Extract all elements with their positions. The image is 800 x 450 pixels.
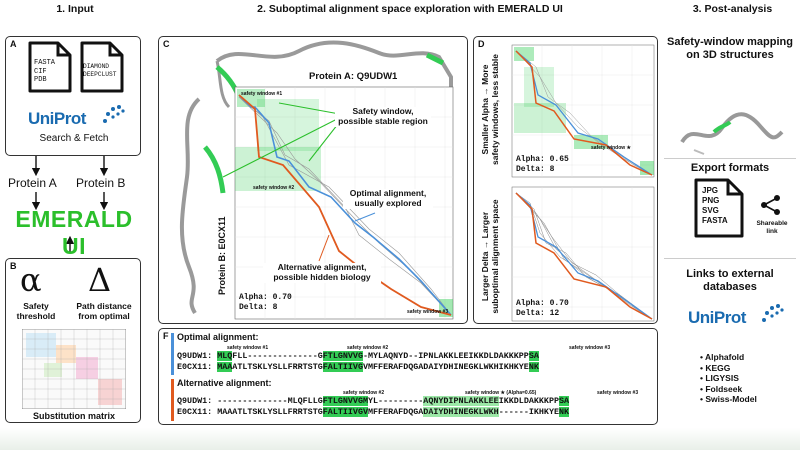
panel-d-top-params: Alpha: 0.65 Delta: 8 <box>516 155 569 174</box>
share-icon[interactable] <box>760 194 782 216</box>
section-input-title: 1. Input <box>56 3 94 15</box>
alpha-value: Alpha: 0.70 <box>239 293 292 302</box>
alt-star-label: safety window ★ (Alpha=0.65) <box>465 390 537 396</box>
substitution-matrix <box>22 329 126 409</box>
db-link[interactable]: • Foldseek <box>700 383 743 394</box>
panel-c-params: Alpha: 0.70 Delta: 8 <box>239 293 292 313</box>
optimal-bar <box>171 333 174 375</box>
db-link[interactable]: • LIGYSIS <box>700 373 739 383</box>
panel-c-label: C <box>163 39 170 49</box>
panel-f-label: F <box>163 331 169 341</box>
delta-caption: Path distance from optimal <box>76 301 132 321</box>
panel-c: C <box>158 36 468 324</box>
section-post-title: 3. Post-analysis <box>692 3 773 15</box>
optimal-alignment-annotation: Optimal alignment, usually explored <box>343 188 433 209</box>
alternative-title: Alternative alignment: <box>177 378 272 388</box>
alt-e-seq: E0CX11: MAAATLTSKLYSLLFRRTSTGFALTIIVGVMF… <box>177 407 570 417</box>
uniprot-logo: UniProt <box>28 109 86 128</box>
shareable-link-label[interactable]: Shareable link <box>756 220 788 235</box>
protein-structure-image <box>680 112 784 155</box>
safety-mapping-title: Safety-window mapping on 3D structures <box>667 36 793 61</box>
opt-sw2-label: safety window #2 <box>347 345 389 351</box>
delta-value: Delta: 8 <box>239 303 278 312</box>
panel-a: A FASTA CIF PDB DIAMOND DEEPCLUST UniPro… <box>5 36 141 156</box>
search-fetch-label: Search & Fetch <box>39 133 109 144</box>
alpha-symbol: α <box>20 261 42 299</box>
file-formats-2: DIAMOND DEEPCLUST <box>83 63 117 78</box>
panel-b: B α Δ Safety threshold Path distance fro… <box>5 258 141 423</box>
external-db-list: • Alphafold • KEGG • LIGYSIS • Foldseek … <box>700 352 757 405</box>
protein-b-axis-label: Protein B: E0CX11 <box>217 216 227 295</box>
panel-d-label: D <box>478 39 485 49</box>
alternative-bar <box>171 379 174 421</box>
sw2-label: safety window #2 <box>253 185 295 191</box>
db-link[interactable]: • Swiss-Model <box>700 394 757 404</box>
alpha-caption: Safety threshold <box>16 301 56 321</box>
uniprot-dots-icon <box>103 105 125 123</box>
opt-sw1-label: safety window #1 <box>227 345 269 351</box>
panel-f: F Optimal alignment: safety window #1 sa… <box>158 328 658 425</box>
panel-d-bottom-params: Alpha: 0.70 Delta: 12 <box>516 299 569 318</box>
db-link[interactable]: • KEGG <box>700 362 731 373</box>
alternative-alignment-annotation: Alternative alignment, possible hidden b… <box>263 262 381 283</box>
sw3-label: safety window #3 <box>407 309 449 315</box>
file-icon <box>28 41 72 93</box>
sw1-label: safety window #1 <box>241 91 283 97</box>
export-formats-title: Export formats <box>690 162 770 174</box>
panel-a-label: A <box>10 39 17 49</box>
opt-sw3-label: safety window #3 <box>569 345 611 351</box>
bottom-strip <box>0 428 800 450</box>
export-format-list: JPG PNG SVG FASTA <box>702 186 728 225</box>
protein-b-input-label: Protein B <box>76 176 126 190</box>
export-file-icon <box>694 178 744 238</box>
opt-e-seq: E0CX11: MAAATLTSKLYSLLFRRTSTGFALTIIVGVMF… <box>177 362 539 372</box>
protein-a-axis-label: Protein A: Q9UDW1 <box>309 71 398 82</box>
protein-a-input-label: Protein A <box>8 176 57 190</box>
section-exploration-title: 2. Suboptimal alignment space exploratio… <box>257 3 563 15</box>
optimal-title: Optimal alignment: <box>177 332 259 342</box>
alt-q-seq: Q9UDW1: --------------MLQFLLGFTLGNVVGMYL… <box>177 396 570 406</box>
file-formats-1: FASTA CIF PDB <box>34 59 56 84</box>
alt-sw3-label: safety window #3 <box>597 390 639 396</box>
post-analysis-column: Safety-window mapping on 3D structures E… <box>664 34 796 426</box>
panel-b-label: B <box>10 261 17 271</box>
panel-d-star-label: safety window ★ <box>591 145 632 151</box>
delta-symbol: Δ <box>88 261 112 299</box>
alignment-plots-d <box>511 44 655 322</box>
uniprot-link-logo[interactable]: UniProt <box>688 308 746 327</box>
input-arrows <box>31 156 109 252</box>
external-links-title: Links to external databases <box>686 268 774 293</box>
matrix-caption: Substitution matrix <box>32 411 115 421</box>
panel-d: D Smaller Alpha → More safety windows, l… <box>473 36 658 324</box>
uniprot-dots-icon <box>762 304 784 322</box>
safety-window-annotation: Safety window, possible stable region <box>335 106 431 127</box>
opt-q-seq: Q9UDW1: MLQFLL--------------GFTLGNVVG-MY… <box>177 351 539 361</box>
alt-sw2-label: safety window #2 <box>343 390 385 396</box>
emerald-ui-title: EMERALD UI <box>15 206 133 259</box>
file-icon <box>80 41 124 93</box>
db-link[interactable]: • Alphafold <box>700 352 745 362</box>
